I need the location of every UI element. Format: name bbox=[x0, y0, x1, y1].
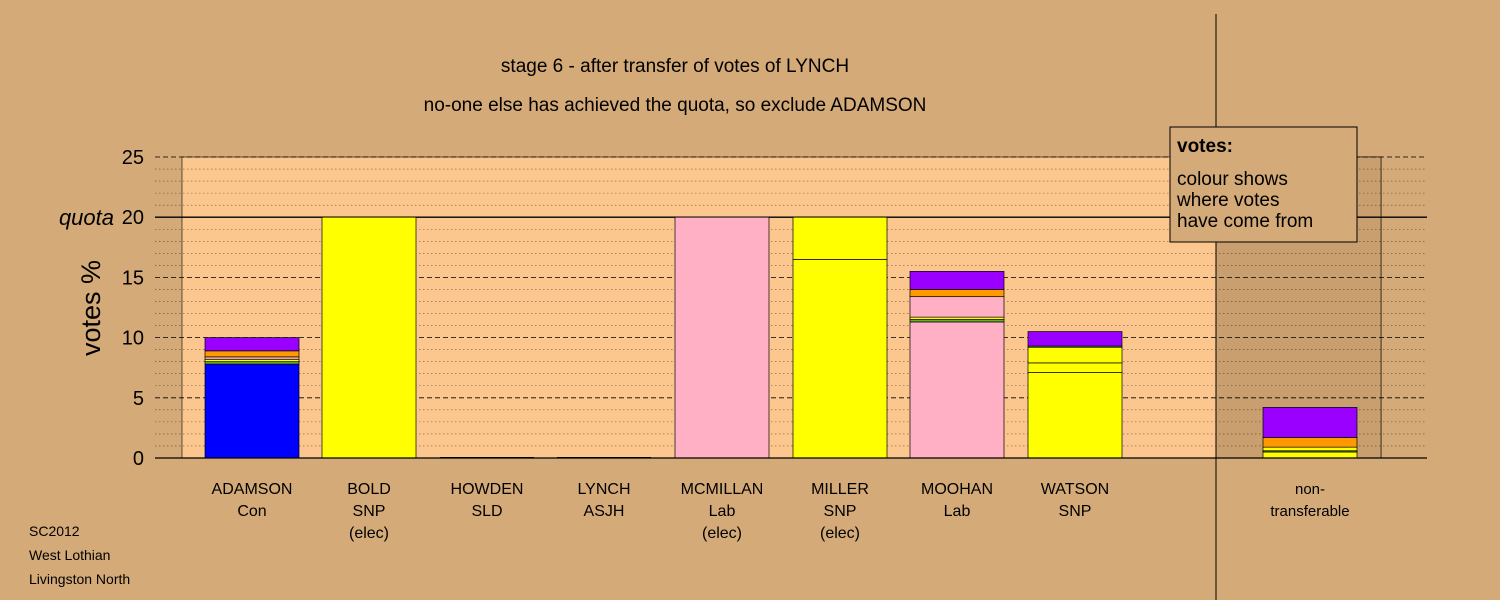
legend-box bbox=[1169, 126, 1358, 243]
bars bbox=[204, 216, 1358, 459]
x-tick-label: SNP bbox=[824, 503, 857, 520]
x-tick-label: LYNCH bbox=[577, 481, 630, 498]
bar-segment-snp bbox=[321, 216, 417, 459]
y-tick-label: 15 bbox=[122, 267, 144, 289]
footer-line-3: Livingston North bbox=[29, 571, 130, 587]
x-tick-label: SNP bbox=[1059, 503, 1092, 520]
x-tick-label: SLD bbox=[471, 503, 502, 520]
bar-segment-snp bbox=[792, 216, 888, 260]
x-tick-label: (elec) bbox=[820, 525, 860, 542]
x-tick-label: WATSON bbox=[1041, 481, 1109, 498]
footer-line-2: West Lothian bbox=[29, 547, 110, 563]
bar-segment-snp bbox=[792, 258, 888, 459]
x-tick-label: SNP bbox=[353, 503, 386, 520]
y-axis-label: votes % bbox=[76, 260, 106, 356]
x-tick-label: MILLER bbox=[811, 481, 869, 498]
x-tick-label: ASJH bbox=[584, 503, 625, 520]
x-tick-label: MOOHAN bbox=[921, 481, 993, 498]
bar-segment-other bbox=[1027, 331, 1123, 347]
x-tick-label: ADAMSON bbox=[212, 481, 293, 498]
bar-segment-green bbox=[909, 319, 1005, 323]
bar-segment-other bbox=[204, 337, 300, 352]
bar-segment-snp bbox=[1262, 451, 1358, 459]
x-tick-label: MCMILLAN bbox=[681, 481, 764, 498]
x-tick-label: (elec) bbox=[702, 525, 742, 542]
bar-segment-ld bbox=[1262, 437, 1358, 448]
legend: votes: colour shows where votes have com… bbox=[1169, 126, 1358, 243]
quota-label: quota bbox=[59, 205, 114, 230]
bar-segment-ld bbox=[204, 350, 300, 358]
y-tick-label: 20 bbox=[122, 207, 144, 229]
legend-line-3: have come from bbox=[1177, 211, 1313, 232]
x-tick-label: (elec) bbox=[349, 525, 389, 542]
legend-line-2: where votes bbox=[1176, 190, 1279, 211]
y-tick-label: 5 bbox=[133, 388, 144, 410]
legend-line-1: colour shows bbox=[1177, 169, 1288, 190]
x-tick-label: non- bbox=[1295, 481, 1325, 498]
legend-title: votes: bbox=[1177, 136, 1233, 157]
bar-segment-lab bbox=[674, 216, 770, 459]
chart-subtitle: no-one else has achieved the quota, so e… bbox=[424, 95, 927, 116]
x-tick-label: Lab bbox=[709, 503, 736, 520]
x-axis-labels: ADAMSON Con BOLD SNP (elec) HOWDEN SLD LYNCH ASJ… bbox=[212, 481, 1350, 542]
x-tick-label: HOWDEN bbox=[451, 481, 524, 498]
bar-segment-other bbox=[1262, 407, 1358, 438]
y-tick-label: 10 bbox=[122, 328, 144, 350]
bar-segment-lab bbox=[909, 321, 1005, 459]
bar-segment-ld bbox=[909, 289, 1005, 298]
bar-segment-snp bbox=[1027, 346, 1123, 364]
footer-line-1: SC2012 bbox=[29, 523, 80, 539]
bar-segment-snp bbox=[204, 358, 300, 363]
bar-segment-snp bbox=[1027, 362, 1123, 373]
y-tick-label: 0 bbox=[133, 448, 144, 470]
x-tick-label: Lab bbox=[944, 503, 971, 520]
bar-segment-lab bbox=[204, 356, 300, 360]
footer: SC2012 West Lothian Livingston North bbox=[29, 523, 130, 587]
axes: 0 5 10 15 20 25 bbox=[122, 14, 1427, 600]
bar-segment-lab bbox=[909, 296, 1005, 318]
bar-segment-snp bbox=[1262, 446, 1358, 452]
bar-segment-con bbox=[204, 363, 300, 459]
y-tick-label: 25 bbox=[122, 147, 144, 169]
bar-segment-other bbox=[909, 271, 1005, 290]
bar-segment-green bbox=[204, 361, 300, 365]
bar-segment-snp bbox=[909, 316, 1005, 320]
x-tick-label: BOLD bbox=[347, 481, 391, 498]
x-tick-label: Con bbox=[237, 503, 266, 520]
bar-segment-snp bbox=[1027, 372, 1123, 459]
x-tick-label: transferable bbox=[1270, 503, 1349, 520]
chart-title: stage 6 - after transfer of votes of LYN… bbox=[501, 56, 849, 77]
